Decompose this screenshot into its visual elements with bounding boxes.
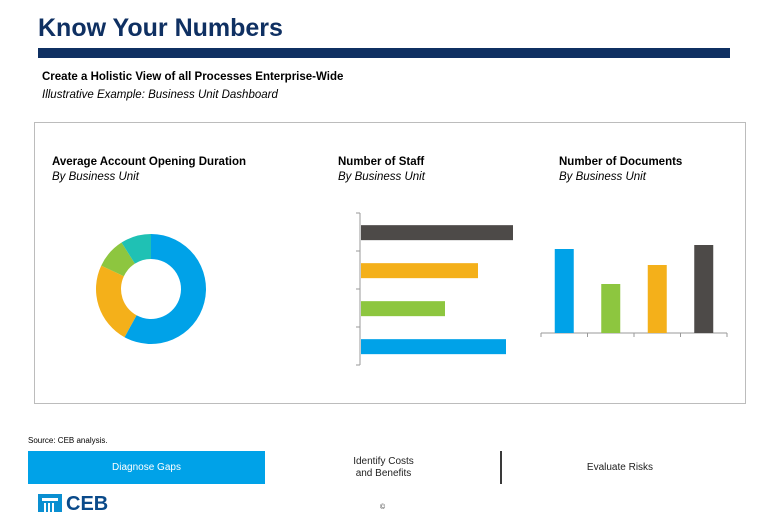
page-title: Know Your Numbers (38, 14, 283, 42)
step-evaluate-risks[interactable]: Evaluate Risks (503, 451, 737, 484)
staff-bar-1 (361, 263, 478, 279)
copyright-mark: © (380, 504, 386, 511)
donut-chart (96, 234, 206, 344)
title-bar (38, 48, 730, 58)
documents-chart-subtitle: By Business Unit (559, 171, 646, 183)
step-diagnose-gaps-label: Diagnose Gaps (112, 461, 181, 473)
documents-bar-2 (647, 265, 667, 333)
staff-bar-2 (361, 301, 445, 317)
donut-slice-1 (96, 265, 137, 338)
dashboard-panel: Average Account Opening Duration By Busi… (34, 122, 746, 404)
step-diagnose-gaps[interactable]: Diagnose Gaps (28, 451, 265, 484)
building-icon (38, 494, 62, 512)
documents-bar-3 (694, 245, 714, 333)
donut-slice-3 (121, 234, 151, 264)
documents-bar-0 (554, 249, 574, 333)
page-subtitle-illustrative: Illustrative Example: Business Unit Dash… (42, 89, 278, 101)
donut-slice-2 (101, 242, 135, 277)
staff-chart-title: Number of Staff (338, 156, 425, 168)
page-subtitle: Create a Holistic View of all Processes … (42, 71, 344, 83)
step-evaluate-risks-label: Evaluate Risks (586, 461, 654, 473)
step-identify-costs-label: Identify Costs and Benefits (353, 455, 414, 479)
donut-chart-title: Average Account Opening Duration (52, 156, 247, 168)
staff-bar-chart (356, 212, 513, 366)
ceb-logo: CEB (38, 494, 108, 512)
documents-bar-1 (601, 284, 621, 333)
donut-chart-subtitle: By Business Unit (52, 171, 139, 183)
staff-bar-0 (361, 225, 513, 241)
staff-chart-subtitle: By Business Unit (338, 171, 425, 183)
source-note: Source: CEB analysis. (28, 436, 108, 445)
staff-bar-3 (361, 339, 506, 355)
logo-text: CEB (66, 493, 109, 512)
donut-slice-0 (124, 234, 206, 344)
documents-chart-title: Number of Documents (559, 156, 683, 168)
documents-bar-chart (540, 245, 728, 337)
step-identify-costs[interactable]: Identify Costs and Benefits (267, 451, 500, 484)
step-divider (500, 451, 502, 484)
